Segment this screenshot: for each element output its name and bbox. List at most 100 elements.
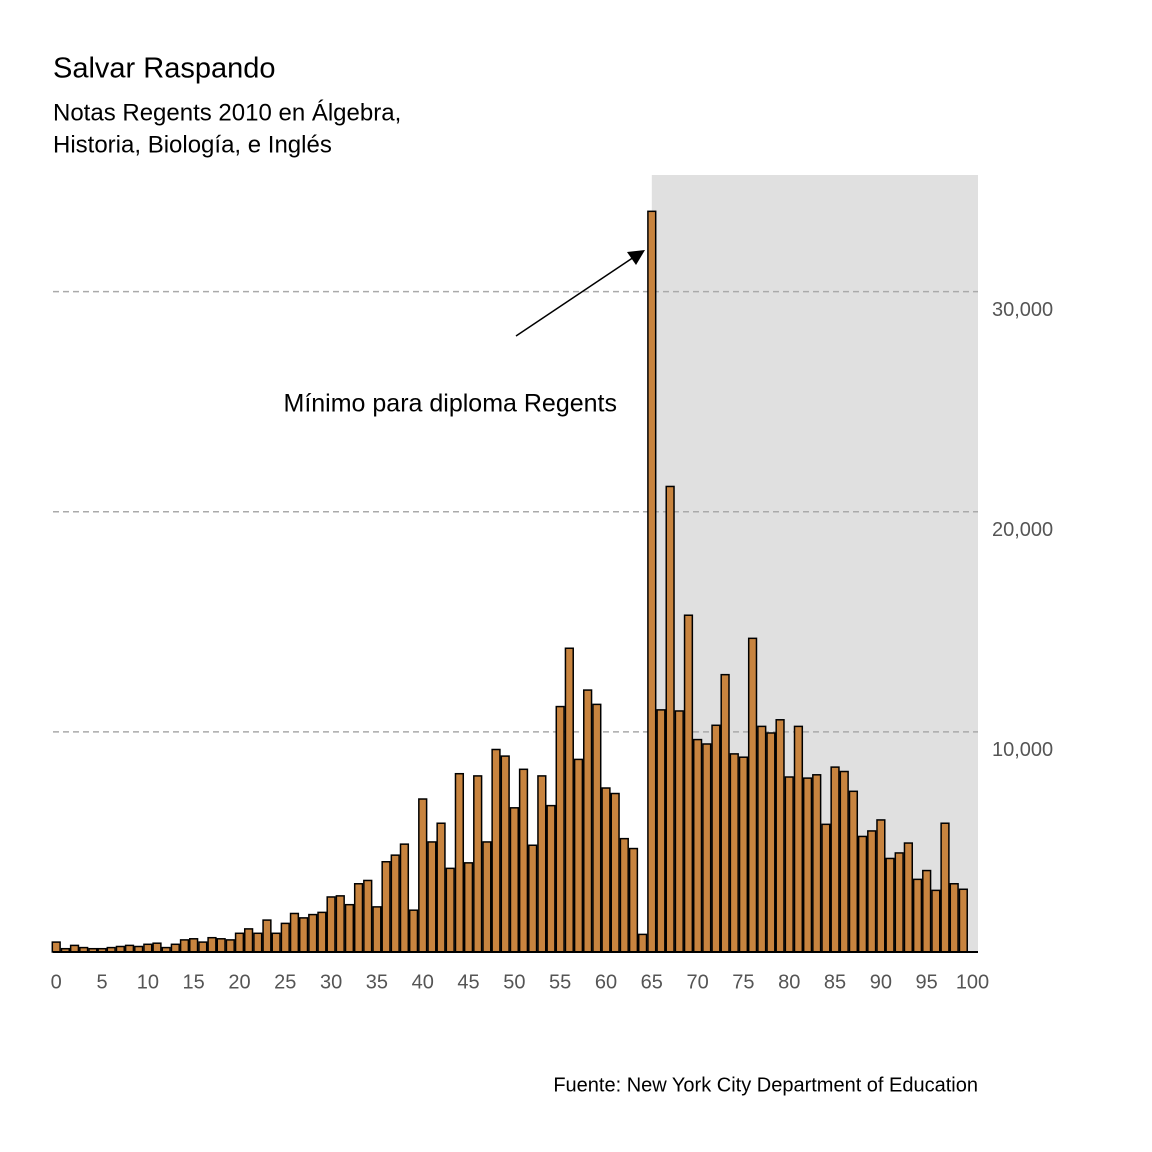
- bar: [949, 883, 959, 953]
- bar: [216, 938, 226, 953]
- bar: [189, 938, 199, 953]
- bar: [243, 928, 254, 953]
- x-tick-label: 35: [366, 971, 388, 993]
- bar: [857, 835, 868, 953]
- bar: [738, 756, 749, 953]
- bar: [179, 939, 190, 953]
- chart-subtitle: Historia, Biología, e Inglés: [53, 131, 332, 158]
- x-tick-label: 5: [96, 971, 107, 993]
- annotation-arrow: [515, 256, 635, 337]
- x-tick-label: 30: [320, 971, 342, 993]
- bar: [436, 822, 446, 953]
- bar: [225, 939, 235, 953]
- x-tick-label: 40: [412, 971, 434, 993]
- bar: [876, 819, 886, 953]
- bar: [665, 485, 675, 953]
- bar: [509, 807, 519, 953]
- bar: [601, 787, 611, 953]
- bar: [253, 932, 263, 953]
- bar: [848, 790, 859, 953]
- bar: [683, 614, 694, 953]
- bar: [757, 725, 767, 953]
- x-tick-label: 65: [641, 971, 663, 993]
- y-tick-label: 10,000: [992, 739, 1053, 761]
- bar: [775, 719, 785, 953]
- x-tick-label: 80: [778, 971, 800, 993]
- bar: [637, 933, 648, 953]
- bar: [729, 753, 739, 953]
- bar: [482, 841, 492, 953]
- bar: [711, 724, 721, 953]
- x-tick-label: 0: [51, 971, 62, 993]
- y-tick-label: 20,000: [992, 519, 1053, 541]
- bar: [308, 913, 318, 953]
- bar: [793, 725, 804, 953]
- bar: [702, 743, 712, 953]
- bar: [784, 776, 794, 953]
- bar: [674, 710, 684, 953]
- bar: [647, 210, 657, 953]
- bar: [583, 689, 593, 953]
- bar: [289, 912, 300, 953]
- bar: [903, 842, 914, 953]
- x-tick-label: 10: [137, 971, 159, 993]
- bar: [518, 768, 529, 953]
- x-tick-label: 20: [228, 971, 250, 993]
- bar: [894, 852, 904, 953]
- bar: [445, 867, 455, 953]
- bar: [198, 941, 208, 953]
- bar: [298, 917, 309, 953]
- bar: [363, 879, 373, 953]
- bar: [720, 673, 730, 953]
- bar: [922, 869, 932, 953]
- bar: [317, 911, 327, 953]
- bar: [500, 755, 510, 953]
- bar: [344, 903, 355, 953]
- bar: [555, 705, 565, 953]
- bar: [473, 775, 483, 953]
- bar: [271, 932, 281, 953]
- bar: [262, 919, 272, 953]
- bar: [958, 888, 968, 953]
- bar: [335, 895, 345, 953]
- bar: [912, 878, 923, 953]
- x-tick-label: 85: [824, 971, 846, 993]
- bar: [692, 738, 703, 953]
- bar: [399, 843, 410, 953]
- bar: [152, 942, 162, 953]
- x-tick-label: 50: [503, 971, 525, 993]
- x-tick-label: 75: [732, 971, 754, 993]
- y-tick-label: 30,000: [992, 299, 1053, 321]
- bar: [170, 943, 180, 953]
- caption: Fuente: New York City Department of Educ…: [553, 1074, 978, 1096]
- bar: [867, 830, 877, 953]
- bar: [463, 862, 474, 953]
- x-tick-label: 15: [183, 971, 205, 993]
- bar: [372, 906, 382, 953]
- x-tick-label: 100: [956, 971, 989, 993]
- bar: [619, 837, 629, 953]
- x-tick-label: 60: [595, 971, 617, 993]
- bar: [353, 883, 364, 953]
- x-tick-label: 45: [457, 971, 479, 993]
- x-tick-label: 55: [549, 971, 571, 993]
- bar: [491, 748, 501, 953]
- bar: [564, 647, 574, 953]
- bar: [573, 758, 584, 953]
- bar: [427, 841, 437, 953]
- x-tick-label: 95: [916, 971, 938, 993]
- chart-title: Salvar Raspando: [53, 53, 275, 85]
- bar: [546, 804, 556, 953]
- bar: [234, 932, 245, 953]
- bar: [766, 732, 776, 953]
- annotation-arrowhead: [627, 250, 645, 265]
- bar: [802, 777, 813, 953]
- annotation-text: Mínimo para diploma Regents: [284, 390, 618, 418]
- bar: [418, 798, 428, 953]
- bar: [390, 854, 400, 953]
- bar: [628, 847, 639, 953]
- bar: [537, 775, 547, 953]
- bar: [280, 922, 290, 953]
